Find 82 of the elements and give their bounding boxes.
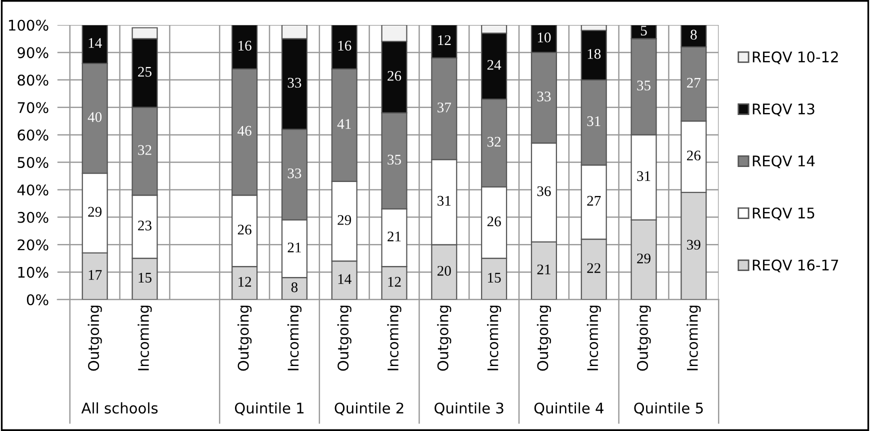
legend-label: REQV 10-12 xyxy=(752,51,838,64)
data-label: 39 xyxy=(687,240,700,250)
data-label: 31 xyxy=(438,196,451,206)
data-label: 29 xyxy=(88,206,102,217)
y-tick-label: 90% xyxy=(18,47,48,58)
x-tick-label: Outgoing xyxy=(88,306,102,371)
data-label: 16 xyxy=(338,40,352,51)
y-tick-label: 70% xyxy=(18,102,48,114)
data-label: 46 xyxy=(238,126,252,136)
x-tick-label: Outgoing xyxy=(337,306,352,371)
x-tick-label: Outgoing xyxy=(237,306,252,371)
data-label: 14 xyxy=(338,274,352,284)
y-tick-label: 20% xyxy=(18,239,48,250)
y-tick-label: 80% xyxy=(18,74,48,86)
data-label: 20 xyxy=(438,266,451,276)
data-label: 33 xyxy=(288,168,302,178)
data-label: 24 xyxy=(487,60,502,70)
data-label: 12 xyxy=(388,276,401,287)
y-tick-label: 30% xyxy=(18,212,48,223)
x-tick-label: Incoming xyxy=(686,306,701,370)
y-tick-label: 10% xyxy=(18,266,48,278)
data-label: 27 xyxy=(587,196,601,206)
data-label: 15 xyxy=(488,272,501,283)
legend-label: REQV 13 xyxy=(752,103,814,116)
data-label: 8 xyxy=(291,282,298,292)
text: Quintile 5 xyxy=(634,402,703,416)
x-tick-label: Incoming xyxy=(586,306,601,370)
data-label: 40 xyxy=(88,112,102,122)
data-label: 36 xyxy=(537,186,551,196)
text: Quintile 1 xyxy=(234,402,304,416)
data-label: 31 xyxy=(587,116,600,126)
data-label: 21 xyxy=(537,264,550,274)
x-tick-label: Incoming xyxy=(387,306,402,370)
data-label: 33 xyxy=(537,92,551,102)
text: Quintile 3 xyxy=(434,402,504,416)
data-label: 18 xyxy=(588,49,601,59)
data-label: 31 xyxy=(637,171,650,182)
legend-label: REQV 16-17 xyxy=(752,260,838,272)
y-tick-label: 0% xyxy=(26,294,48,306)
data-label: 35 xyxy=(637,80,650,90)
data-label: 17 xyxy=(88,270,102,280)
y-tick-label: 100% xyxy=(8,20,48,31)
data-label: 12 xyxy=(438,35,451,45)
data-label: 29 xyxy=(338,215,352,225)
data-label: 26 xyxy=(487,216,501,226)
data-label: 21 xyxy=(388,232,401,242)
legend-label: REQV 14 xyxy=(752,155,815,168)
data-label: 26 xyxy=(388,71,402,81)
data-label: 33 xyxy=(288,78,302,88)
x-tick-label: Outgoing xyxy=(536,306,552,371)
data-label: 14 xyxy=(88,38,102,48)
data-label: 27 xyxy=(687,78,701,88)
y-tick-label: 50% xyxy=(18,156,48,168)
data-label: 22 xyxy=(587,263,600,273)
data-label: 8 xyxy=(690,30,697,40)
x-tick-label: Outgoing xyxy=(437,306,452,371)
text: Quintile 2 xyxy=(334,402,404,416)
text: Quintile 4 xyxy=(534,402,604,416)
data-label: 15 xyxy=(138,272,152,283)
x-tick-label: Incoming xyxy=(138,306,152,370)
x-tick-label: Incoming xyxy=(287,306,302,370)
data-label: 26 xyxy=(238,224,252,235)
x-tick-label: Incoming xyxy=(487,306,502,370)
legend-label: REQV 15 xyxy=(752,208,814,220)
text: All schools xyxy=(81,402,158,414)
data-label: 23 xyxy=(138,220,152,230)
data-label: 41 xyxy=(337,119,351,129)
data-label: 29 xyxy=(637,254,650,264)
data-label: 32 xyxy=(487,136,501,147)
data-label: 12 xyxy=(238,276,252,287)
data-label: 32 xyxy=(138,145,152,155)
data-label: 35 xyxy=(388,154,401,165)
data-label: 25 xyxy=(138,66,152,77)
y-tick-label: 60% xyxy=(18,130,48,141)
data-label: 10 xyxy=(538,32,551,42)
data-label: 37 xyxy=(438,102,452,112)
data-label: 16 xyxy=(238,40,252,51)
data-label: 21 xyxy=(288,242,301,252)
data-label: 26 xyxy=(687,150,701,160)
x-tick-label: Outgoing xyxy=(636,306,651,371)
y-tick-label: 40% xyxy=(17,184,48,196)
data-label: 5 xyxy=(640,26,647,36)
